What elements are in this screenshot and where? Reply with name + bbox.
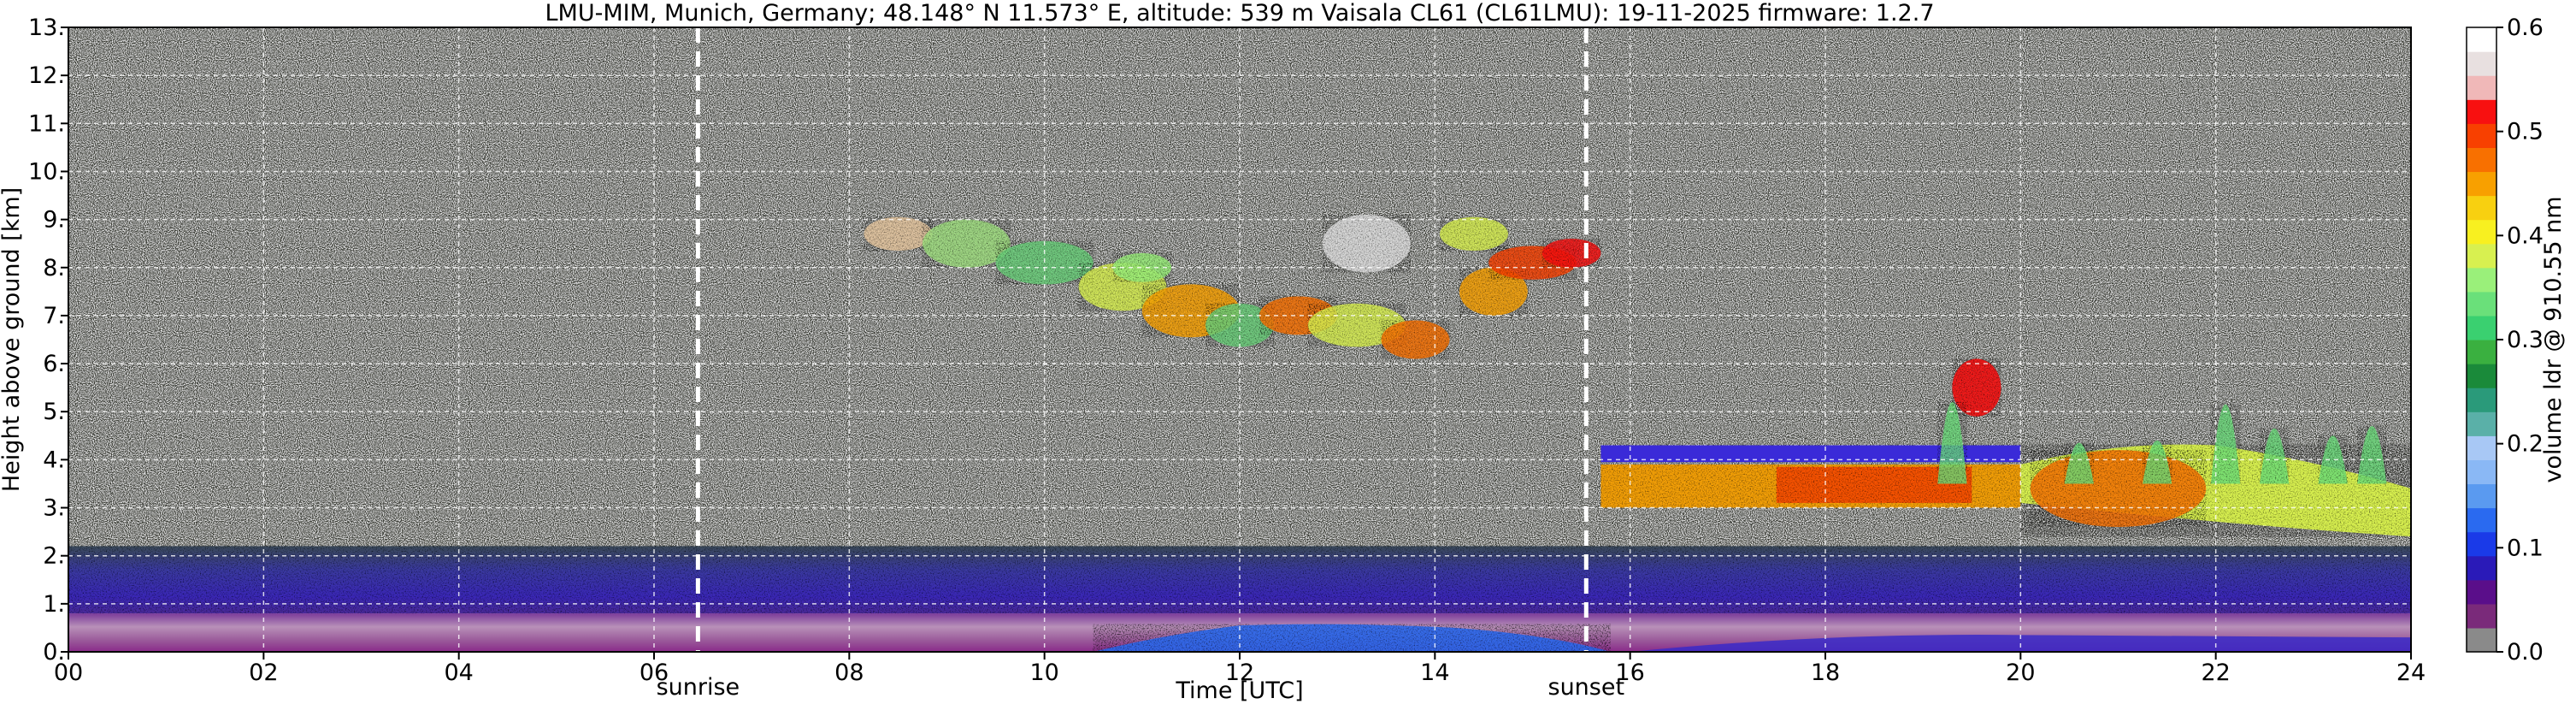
x-tick-label: 12: [1225, 660, 1254, 686]
y-tick-label: 1.: [43, 591, 65, 618]
cirrus-cell: [1112, 252, 1172, 282]
y-tick-label: 8.: [43, 255, 65, 281]
cirrus-cell: [1205, 303, 1274, 347]
colorbar-segment: [2467, 340, 2496, 364]
colorbar: 0.0 0.1 0.2 0.3 0.4 0.5 0.6: [2466, 15, 2544, 666]
colorbar-segment: [2467, 267, 2496, 293]
x-axis: 00 02 04 06 08 10 12 14 16 18 20 22 24: [54, 652, 2426, 686]
colorbar-tick-label: 0.5: [2507, 119, 2544, 145]
y-tick-label: 11.: [28, 110, 65, 137]
colorbar-segment: [2467, 195, 2496, 221]
colorbar-segment: [2467, 388, 2496, 412]
x-axis-label: Time [UTC]: [1175, 677, 1303, 704]
fall-streak: [2318, 435, 2348, 484]
colorbar-tick-label: 0.2: [2507, 431, 2544, 458]
colorbar-segment: [2467, 315, 2496, 340]
colorbar-label: volume ldr @ 910.55 nm: [2540, 197, 2567, 483]
x-tick-label: 04: [444, 660, 473, 686]
colorbar-tick-label: 0.6: [2507, 15, 2544, 41]
y-tick-label: 12.: [28, 62, 65, 89]
x-tick-label: 02: [249, 660, 278, 686]
colorbar-tick-label: 0.1: [2507, 535, 2544, 561]
y-tick-label: 5.: [43, 399, 65, 425]
colorbar-segment: [2467, 171, 2496, 197]
fall-streak: [2260, 428, 2290, 484]
colorbar-segment: [2467, 531, 2496, 557]
cirrus-cell: [1541, 239, 1601, 268]
x-tick-label: 00: [54, 660, 83, 686]
y-tick-label: 9.: [43, 207, 65, 234]
cirrus-cell: [1440, 216, 1508, 251]
y-axis-label: Height above ground [km]: [0, 187, 25, 492]
colorbar-tick-label: 0.3: [2507, 327, 2544, 353]
cirrus-cell: [864, 216, 933, 251]
y-tick-label: 2.: [43, 543, 65, 570]
x-tick-label: 06: [640, 660, 669, 686]
x-tick-label: 18: [1811, 660, 1840, 686]
y-tick-label: 6.: [43, 351, 65, 377]
colorbar-segment: [2467, 123, 2496, 148]
colorbar-segment: [2467, 147, 2496, 173]
cirrus-cell: [1307, 303, 1406, 347]
colorbar-tick-label: 0.0: [2507, 639, 2544, 666]
y-tick-label: 0.: [43, 639, 65, 666]
colorbar-segment: [2467, 459, 2496, 485]
colorbar-segment: [2467, 99, 2496, 124]
cirrus-cell: [1381, 320, 1450, 359]
y-tick-label: 10.: [28, 158, 65, 185]
colorbar-segment: [2467, 27, 2496, 52]
x-tick-label: 20: [2006, 660, 2035, 686]
colorbar-segment: [2467, 364, 2496, 388]
fall-streak: [1937, 402, 1967, 484]
y-tick-label: 4.: [43, 447, 65, 473]
mixed-cloud-core: [2030, 450, 2207, 527]
colorbar-tick-label: 0.4: [2507, 222, 2544, 249]
fall-streak: [2143, 440, 2172, 484]
sunset-label: sunset: [1548, 674, 1625, 701]
fall-streak: [2210, 404, 2241, 484]
fall-streak: [2357, 426, 2387, 484]
sunrise-label: sunrise: [657, 674, 740, 701]
cirrus-cell: [995, 240, 1093, 285]
grid: [68, 27, 2411, 652]
cirrus-cell: [922, 219, 1011, 268]
daytime-mixing-layer: [1093, 624, 1611, 652]
cirrus-cell: [1459, 267, 1528, 316]
x-tick-label: 22: [2201, 660, 2230, 686]
chart-title: LMU-MIM, Munich, Germany; 48.148° N 11.5…: [545, 0, 1934, 27]
x-tick-label: 08: [834, 660, 864, 686]
annotations: sunrise sunset: [657, 27, 1624, 701]
colorbar-segment: [2467, 627, 2496, 653]
colorbar-segment: [2467, 243, 2496, 269]
colorbar-segment: [2467, 507, 2496, 533]
colorbar-segment: [2467, 555, 2496, 581]
x-tick-label: 14: [1420, 660, 1449, 686]
x-tick-label: 24: [2396, 660, 2426, 686]
mid-cloud-top: [1600, 445, 2021, 463]
colorbar-segment: [2467, 603, 2496, 629]
x-tick-label: 16: [1615, 660, 1644, 686]
x-tick-label: 10: [1029, 660, 1058, 686]
y-tick-label: 7.: [43, 303, 65, 329]
colorbar-segment: [2467, 483, 2496, 509]
colorbar-segment: [2467, 411, 2496, 436]
fall-streak: [2064, 442, 2094, 484]
colorbar-segment: [2467, 51, 2496, 76]
cloud-turret-core: [1952, 358, 2001, 417]
y-axis: 0. 1. 2. 3. 4. 5. 6. 7. 8. 9. 10. 11. 12. 13.: [28, 15, 68, 666]
cirrus-cloud: [864, 215, 1601, 359]
y-tick-label: 3.: [43, 495, 65, 522]
colorbar-segment: [2467, 579, 2496, 605]
y-tick-label: 13.: [28, 15, 65, 41]
colorbar-segment: [2467, 75, 2496, 100]
colorbar-segment: [2467, 219, 2496, 245]
colorbar-segment: [2467, 291, 2496, 317]
colorbar-segment: [2467, 435, 2496, 460]
cirrus-cell: [1323, 215, 1411, 273]
